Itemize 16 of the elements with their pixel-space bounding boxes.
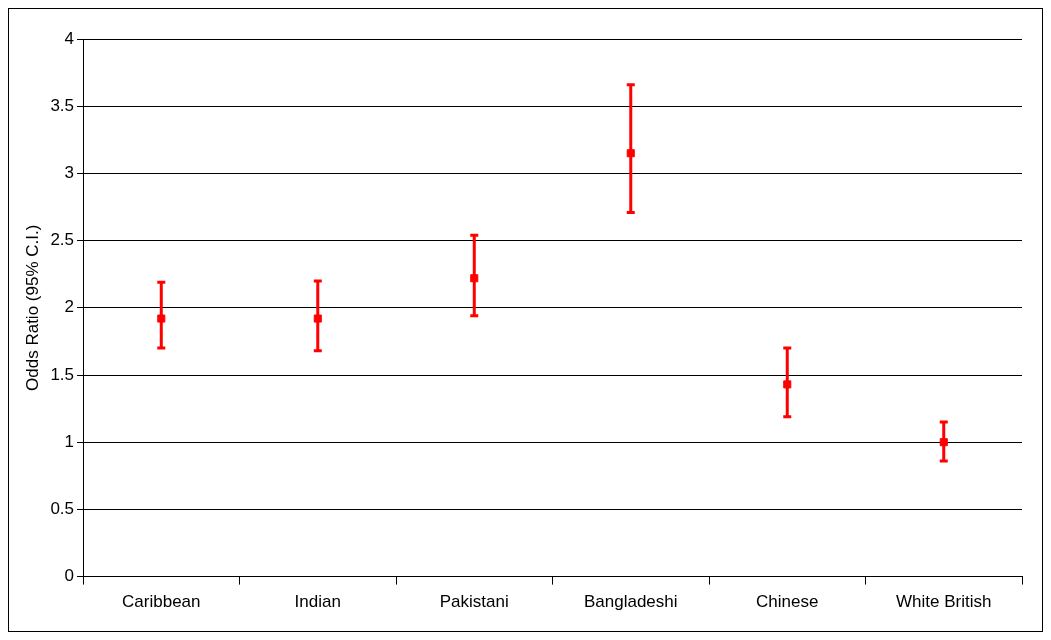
y-tick-label: 2 <box>64 297 75 317</box>
y-tick-label: 3.5 <box>50 95 75 115</box>
y-tick-label: 0 <box>64 566 75 586</box>
x-tick-label: Bangladeshi <box>583 592 678 612</box>
x-tick-label: Pakistani <box>439 592 509 612</box>
x-tick-label: Indian <box>294 592 341 612</box>
y-tick-label: 4 <box>64 28 75 48</box>
y-tick-label: 2.5 <box>50 230 75 250</box>
y-tick-label: 3 <box>64 163 75 183</box>
y-tick-label: 1 <box>64 431 75 451</box>
y-axis-title: Odds Ratio (95% C.I.) <box>22 224 42 391</box>
y-tick-label: 0.5 <box>50 499 75 519</box>
x-tick-label: White British <box>896 592 992 612</box>
x-tick-label: Caribbean <box>122 592 201 612</box>
y-tick-label: 1.5 <box>50 364 75 384</box>
x-tick-label: Chinese <box>756 592 819 612</box>
